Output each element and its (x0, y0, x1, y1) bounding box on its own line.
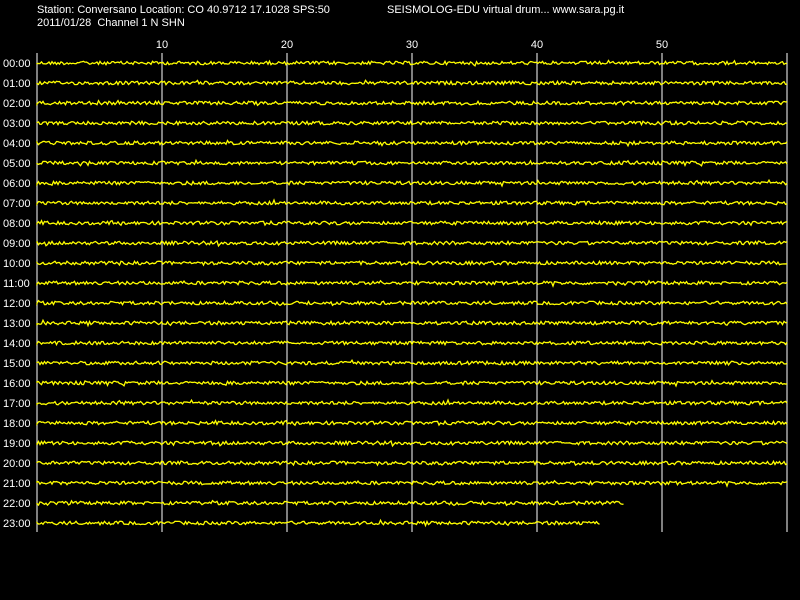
traces (36, 59, 788, 528)
trace-1200 (36, 299, 788, 307)
hour-label-2000: 20:00 (3, 458, 31, 470)
hour-label-1500: 15:00 (3, 358, 31, 370)
x-axis-ticks: 10 20 30 40 50 (156, 39, 668, 51)
trace-1100 (36, 279, 788, 288)
trace-0600 (36, 178, 788, 188)
trace-1000 (36, 259, 788, 267)
grid (36, 53, 788, 532)
trace-0200 (36, 99, 788, 107)
trace-0800 (36, 219, 788, 227)
hour-label-0200: 02:00 (3, 98, 31, 110)
hour-label-1700: 17:00 (3, 398, 31, 410)
hour-labels: 00:00 01:00 02:00 03:00 04:00 05:00 06:00 07:00… (3, 58, 31, 530)
x-tick-label-10: 10 (156, 39, 168, 51)
hour-label-0900: 09:00 (3, 238, 31, 250)
trace-1600 (36, 379, 788, 388)
trace-2000 (36, 459, 788, 467)
hour-label-0300: 03:00 (3, 118, 31, 130)
hour-label-2200: 22:00 (3, 498, 31, 510)
trace-2300 (36, 518, 600, 528)
hour-label-1300: 13:00 (3, 318, 31, 330)
hour-label-0800: 08:00 (3, 218, 31, 230)
hour-label-1900: 19:00 (3, 438, 31, 450)
hour-label-0600: 06:00 (3, 178, 31, 190)
hour-label-1400: 14:00 (3, 338, 31, 350)
trace-2100 (36, 479, 788, 488)
hour-label-0400: 04:00 (3, 138, 31, 150)
trace-1700 (36, 398, 788, 407)
hour-label-1200: 12:00 (3, 298, 31, 310)
hour-label-1000: 10:00 (3, 258, 31, 270)
hour-label-0700: 07:00 (3, 198, 31, 210)
trace-0500 (36, 158, 788, 168)
trace-0400 (36, 139, 788, 148)
trace-2200 (36, 499, 624, 507)
x-tick-label-40: 40 (531, 39, 543, 51)
x-tick-label-50: 50 (656, 39, 668, 51)
hour-label-1100: 11:00 (3, 278, 30, 290)
trace-0900 (36, 239, 788, 248)
trace-1900 (36, 439, 788, 448)
hour-label-0500: 05:00 (3, 158, 31, 170)
hour-label-0000: 00:00 (3, 58, 31, 70)
station-info: Station: Conversano Location: CO 40.9712… (37, 4, 330, 16)
trace-1800 (36, 419, 788, 427)
trace-0700 (36, 198, 788, 207)
x-tick-label-20: 20 (281, 39, 293, 51)
hour-label-1800: 18:00 (3, 418, 31, 430)
trace-0300 (36, 119, 788, 127)
hour-label-2300: 23:00 (3, 518, 31, 530)
date-channel-info: 2011/01/28 Channel 1 N SHN (37, 17, 185, 29)
x-tick-label-30: 30 (406, 39, 418, 51)
trace-0100 (36, 79, 788, 87)
hour-label-0100: 01:00 (3, 78, 31, 90)
trace-1400 (36, 339, 788, 347)
trace-1300 (36, 318, 788, 328)
trace-1500 (36, 359, 788, 367)
brand-title: SEISMOLOG-EDU virtual drum... www.sara.p… (387, 4, 625, 16)
hour-label-2100: 21:00 (3, 478, 31, 490)
hour-label-1600: 16:00 (3, 378, 31, 390)
trace-0000 (36, 59, 788, 67)
